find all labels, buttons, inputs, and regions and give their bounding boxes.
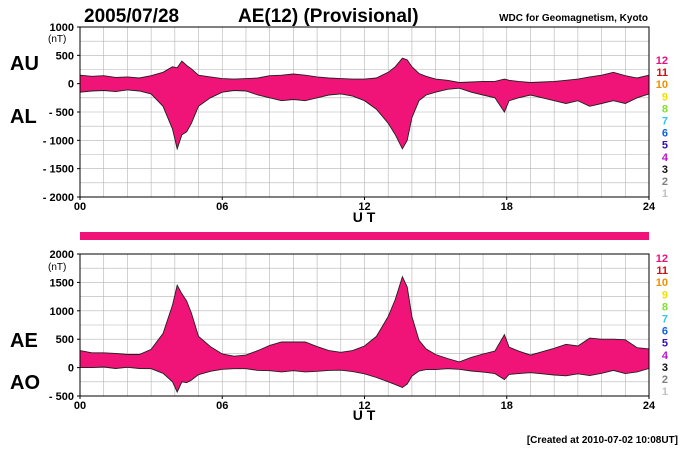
station-legend-label: 12 bbox=[656, 253, 668, 265]
x-tick-label: 12 bbox=[358, 201, 370, 213]
station-legend-label: 6 bbox=[662, 326, 668, 338]
ae-ao-unit-label: (nT) bbox=[48, 262, 66, 273]
x-tick-label: 24 bbox=[643, 400, 656, 412]
y-tick-label: - 500 bbox=[49, 107, 74, 119]
y-tick-label: - 1000 bbox=[43, 135, 74, 147]
au-al-unit-label: (nT) bbox=[48, 34, 66, 45]
x-tick-label: 18 bbox=[501, 201, 513, 213]
y-tick-label: - 2000 bbox=[43, 192, 74, 204]
ae-series-line bbox=[79, 275, 650, 363]
au-al-band bbox=[80, 58, 649, 149]
ao-series-line bbox=[80, 366, 650, 394]
y-tick-label: 500 bbox=[56, 334, 74, 346]
header-date: 2005/07/28 bbox=[84, 6, 179, 27]
data-coverage-bar bbox=[80, 232, 649, 240]
station-legend-label: 10 bbox=[656, 79, 668, 91]
station-legend-label: 2 bbox=[662, 374, 668, 386]
y-tick-label: 0 bbox=[68, 363, 74, 375]
ae-ao-band bbox=[80, 276, 649, 392]
station-legend-label: 3 bbox=[662, 362, 668, 374]
station-legend-label: 7 bbox=[662, 116, 668, 128]
footer-created: [Created at 2010-07-02 10:08UT] bbox=[527, 435, 678, 446]
au-al-x-axis-label: U T bbox=[353, 209, 376, 225]
au-series-line bbox=[79, 57, 650, 83]
ae-series-label: AE bbox=[10, 330, 38, 352]
station-legend-label: 11 bbox=[656, 67, 668, 79]
y-tick-label: 500 bbox=[56, 50, 74, 62]
al-series-line bbox=[79, 87, 650, 151]
ao-series-label: AO bbox=[10, 372, 40, 394]
station-legend-label: 2 bbox=[662, 176, 668, 188]
station-legend-label: 12 bbox=[656, 55, 668, 67]
y-tick-label: 1000 bbox=[50, 22, 74, 34]
al-series-label: AL bbox=[10, 106, 37, 128]
station-legend-label: 4 bbox=[662, 350, 669, 362]
y-tick-label: 1500 bbox=[50, 277, 74, 289]
station-legend-label: 11 bbox=[656, 265, 668, 277]
x-tick-label: 00 bbox=[74, 201, 86, 213]
au-series-label: AU bbox=[10, 53, 39, 75]
station-legend-label: 4 bbox=[662, 152, 669, 164]
station-legend-label: 8 bbox=[662, 103, 668, 115]
y-tick-label: 1000 bbox=[50, 306, 74, 318]
x-tick-label: 00 bbox=[74, 400, 86, 412]
y-tick-label: 2000 bbox=[50, 249, 74, 261]
header-title: AE(12) (Provisional) bbox=[238, 6, 419, 27]
station-legend-label: 8 bbox=[662, 301, 668, 313]
x-tick-label: 06 bbox=[216, 201, 228, 213]
station-legend-label: 1 bbox=[662, 386, 668, 398]
station-legend-label: 6 bbox=[662, 128, 668, 140]
station-legend-label: 9 bbox=[662, 289, 668, 301]
station-legend-label: 1 bbox=[662, 188, 668, 200]
ae-ao-x-axis-label: U T bbox=[353, 407, 376, 423]
station-legend-label: 3 bbox=[662, 164, 668, 176]
station-legend-label: 10 bbox=[656, 277, 668, 289]
y-tick-label: - 500 bbox=[49, 391, 74, 403]
y-tick-label: - 1500 bbox=[43, 164, 74, 176]
station-legend-label: 7 bbox=[662, 314, 668, 326]
station-legend-label: 9 bbox=[662, 91, 668, 103]
x-tick-label: 18 bbox=[501, 400, 513, 412]
station-legend-label: 5 bbox=[662, 140, 668, 152]
station-legend-label: 5 bbox=[662, 338, 668, 350]
header-source: WDC for Geomagnetism, Kyoto bbox=[499, 13, 648, 24]
x-tick-label: 24 bbox=[643, 201, 656, 213]
x-tick-label: 06 bbox=[216, 400, 228, 412]
x-tick-label: 12 bbox=[358, 400, 370, 412]
y-tick-label: 0 bbox=[68, 79, 74, 91]
